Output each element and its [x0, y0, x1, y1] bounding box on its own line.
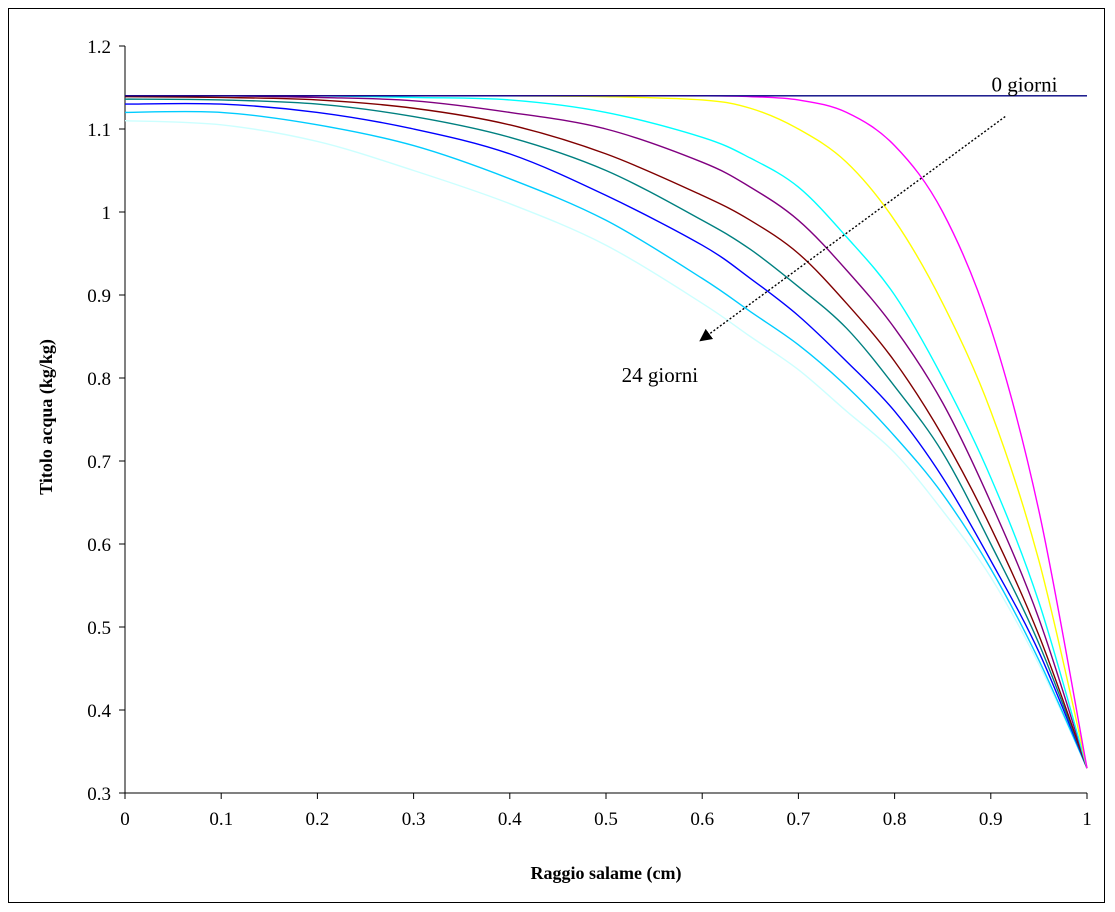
series-layer [124, 94, 1088, 769]
x-tick-label: 0 [120, 809, 130, 830]
trend-arrow [699, 115, 1006, 342]
y-tick-label: 1 [102, 203, 112, 224]
series-line-4 [124, 94, 1088, 769]
x-tick-label: 0.7 [787, 809, 811, 830]
axes: 0.3 0.4 0.5 0.6 0.7 0.8 0.9 1 1.1 1.2 0 0.1 0.2 0.3 0.… [87, 37, 1092, 830]
annotation-layer: 0 giorni 24 giorni [622, 73, 1058, 387]
y-tick-label: 0.5 [87, 618, 111, 639]
x-tick-label: 0.4 [498, 809, 522, 830]
series-line-6 [124, 98, 1088, 769]
x-tick-label: 0.3 [402, 809, 426, 830]
x-tick-label: 0.6 [690, 809, 714, 830]
series-line-3 [125, 94, 1088, 769]
y-tick-label: 0.9 [87, 286, 111, 307]
series-line-2 [125, 95, 1088, 769]
y-axis-title: Titolo acqua (kg/kg) [36, 339, 57, 495]
x-tick-label: 0.9 [979, 809, 1003, 830]
series-line-1 [125, 95, 1088, 769]
series-line-8 [124, 110, 1088, 769]
y-tick-label: 0.6 [87, 535, 111, 556]
y-tick-label: 0.8 [87, 369, 111, 390]
y-tick-label: 0.3 [87, 784, 111, 805]
annotation-label: 24 giorni [622, 363, 699, 387]
x-tick-label: 0.8 [883, 809, 907, 830]
x-tick-label: 0.1 [209, 809, 233, 830]
x-tick-label: 0.5 [594, 809, 618, 830]
series-line-5 [124, 95, 1088, 769]
y-tick-label: 0.4 [87, 701, 111, 722]
annotation-label: 0 giorni [992, 73, 1058, 97]
series-line-7 [124, 102, 1088, 769]
x-tick-label: 0.2 [306, 809, 330, 830]
x-axis-title: Raggio salame (cm) [531, 863, 682, 884]
x-tick-label: 1 [1082, 809, 1092, 830]
y-tick-label: 1.2 [87, 37, 111, 58]
y-tick-label: 0.7 [87, 452, 111, 473]
y-tick-label: 1.1 [87, 120, 111, 141]
chart-frame [8, 8, 1105, 903]
series-line-9 [124, 120, 1088, 769]
